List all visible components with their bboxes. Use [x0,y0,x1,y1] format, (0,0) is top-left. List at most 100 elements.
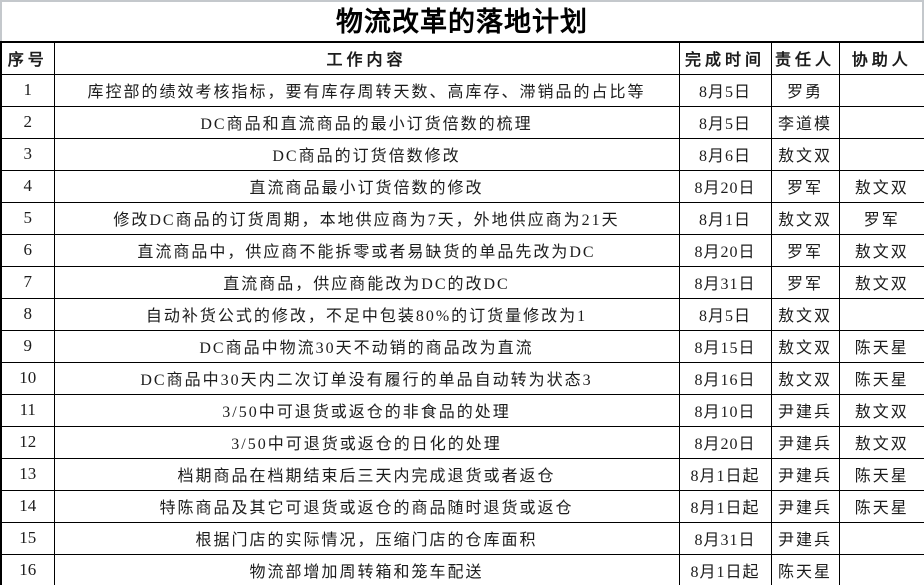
table-row: 14 特陈商品及其它可退货或返仓的商品随时退货或返仓 8月1日起 尹建兵 陈天星 [0,489,924,523]
table-row: 16 物流部增加周转箱和笼车配送 8月1日起 陈天星 [0,553,924,585]
cell-index: 12 [0,425,55,459]
cell-assistant [838,73,924,107]
cell-index: 15 [0,521,55,555]
cell-assistant [838,297,924,331]
cell-assistant: 敖文双 [838,233,924,267]
table-row: 11 3/50中可退货或返仓的非食品的处理 8月10日 尹建兵 敖文双 [0,393,924,427]
cell-assistant [838,521,924,555]
cell-deadline: 8月1日起 [678,553,772,585]
cell-owner: 尹建兵 [770,425,840,459]
plan-table: 序号 工作内容 完成时间 责任人 协助人 1 库控部的绩效考核指标，要有库存周转天… [0,41,924,585]
table-body: 1 库控部的绩效考核指标，要有库存周转天数、高库存、滞销品的占比等 8月5日 罗勇 2 D… [0,73,924,585]
cell-deadline: 8月15日 [678,329,772,363]
cell-task: 直流商品最小订货倍数的修改 [53,169,680,203]
table-row: 1 库控部的绩效考核指标，要有库存周转天数、高库存、滞销品的占比等 8月5日 罗勇 [0,73,924,107]
cell-owner: 李道模 [770,105,840,139]
table-row: 9 DC商品中物流30天不动销的商品改为直流 8月15日 敖文双 陈天星 [0,329,924,363]
cell-owner: 罗军 [770,169,840,203]
cell-assistant: 敖文双 [838,425,924,459]
cell-index: 13 [0,457,55,491]
cell-task: 修改DC商品的订货周期，本地供应商为7天，外地供应商为21天 [53,201,680,235]
cell-deadline: 8月31日 [678,265,772,299]
table-row: 12 3/50中可退货或返仓的日化的处理 8月20日 尹建兵 敖文双 [0,425,924,459]
cell-task: 根据门店的实际情况，压缩门店的仓库面积 [53,521,680,555]
cell-owner: 尹建兵 [770,489,840,523]
cell-assistant: 罗军 [838,201,924,235]
cell-index: 10 [0,361,55,395]
cell-assistant: 陈天星 [838,361,924,395]
table-row: 3 DC商品的订货倍数修改 8月6日 敖文双 [0,137,924,171]
cell-owner: 尹建兵 [770,457,840,491]
cell-owner: 敖文双 [770,361,840,395]
cell-owner: 敖文双 [770,201,840,235]
table-row: 2 DC商品和直流商品的最小订货倍数的梳理 8月5日 李道模 [0,105,924,139]
cell-index: 3 [0,137,55,171]
cell-deadline: 8月1日 [678,201,772,235]
cell-deadline: 8月5日 [678,105,772,139]
header-task: 工作内容 [53,41,680,75]
cell-deadline: 8月10日 [678,393,772,427]
cell-task: 档期商品在档期结束后三天内完成退货或者返仓 [53,457,680,491]
cell-task: DC商品的订货倍数修改 [53,137,680,171]
cell-index: 4 [0,169,55,203]
cell-deadline: 8月20日 [678,425,772,459]
table-row: 15 根据门店的实际情况，压缩门店的仓库面积 8月31日 尹建兵 [0,521,924,555]
cell-owner: 敖文双 [770,297,840,331]
table-row: 5 修改DC商品的订货周期，本地供应商为7天，外地供应商为21天 8月1日 敖文双 罗军 [0,201,924,235]
cell-deadline: 8月16日 [678,361,772,395]
cell-index: 7 [0,265,55,299]
document-title-box: 物流改革的落地计划 [0,0,924,41]
cell-deadline: 8月5日 [678,73,772,107]
cell-owner: 尹建兵 [770,521,840,555]
cell-task: 特陈商品及其它可退货或返仓的商品随时退货或返仓 [53,489,680,523]
cell-task: 直流商品，供应商能改为DC的改DC [53,265,680,299]
cell-task: 3/50中可退货或返仓的非食品的处理 [53,393,680,427]
page-title: 物流改革的落地计划 [336,7,588,37]
cell-index: 2 [0,105,55,139]
cell-assistant: 敖文双 [838,169,924,203]
cell-deadline: 8月1日起 [678,457,772,491]
cell-owner: 敖文双 [770,329,840,363]
cell-index: 8 [0,297,55,331]
cell-index: 6 [0,233,55,267]
cell-task: 自动补货公式的修改，不足中包装80%的订货量修改为1 [53,297,680,331]
cell-owner: 敖文双 [770,137,840,171]
cell-assistant [838,105,924,139]
header-index: 序号 [0,41,55,75]
cell-assistant: 陈天星 [838,457,924,491]
table-header: 序号 工作内容 完成时间 责任人 协助人 [0,41,924,75]
table-row: 10 DC商品中30天内二次订单没有履行的单品自动转为状态3 8月16日 敖文双 陈天星 [0,361,924,395]
cell-task: 物流部增加周转箱和笼车配送 [53,553,680,585]
table-row: 4 直流商品最小订货倍数的修改 8月20日 罗军 敖文双 [0,169,924,203]
cell-assistant: 敖文双 [838,393,924,427]
cell-task: DC商品和直流商品的最小订货倍数的梳理 [53,105,680,139]
cell-assistant: 敖文双 [838,265,924,299]
cell-deadline: 8月20日 [678,169,772,203]
cell-deadline: 8月31日 [678,521,772,555]
cell-assistant: 陈天星 [838,489,924,523]
cell-deadline: 8月1日起 [678,489,772,523]
cell-owner: 罗勇 [770,73,840,107]
cell-owner: 罗军 [770,233,840,267]
header-deadline: 完成时间 [678,41,772,75]
header-assistant: 协助人 [838,41,924,75]
cell-owner: 陈天星 [770,553,840,585]
cell-task: DC商品中30天内二次订单没有履行的单品自动转为状态3 [53,361,680,395]
cell-index: 1 [0,73,55,107]
cell-assistant [838,137,924,171]
cell-task: 3/50中可退货或返仓的日化的处理 [53,425,680,459]
cell-index: 9 [0,329,55,363]
cell-index: 14 [0,489,55,523]
cell-assistant [838,553,924,585]
cell-deadline: 8月6日 [678,137,772,171]
table-row: 7 直流商品，供应商能改为DC的改DC 8月31日 罗军 敖文双 [0,265,924,299]
table-row: 13 档期商品在档期结束后三天内完成退货或者返仓 8月1日起 尹建兵 陈天星 [0,457,924,491]
cell-deadline: 8月5日 [678,297,772,331]
header-owner: 责任人 [770,41,840,75]
cell-index: 16 [0,553,55,585]
cell-owner: 尹建兵 [770,393,840,427]
table-row: 8 自动补货公式的修改，不足中包装80%的订货量修改为1 8月5日 敖文双 [0,297,924,331]
cell-assistant: 陈天星 [838,329,924,363]
cell-task: DC商品中物流30天不动销的商品改为直流 [53,329,680,363]
